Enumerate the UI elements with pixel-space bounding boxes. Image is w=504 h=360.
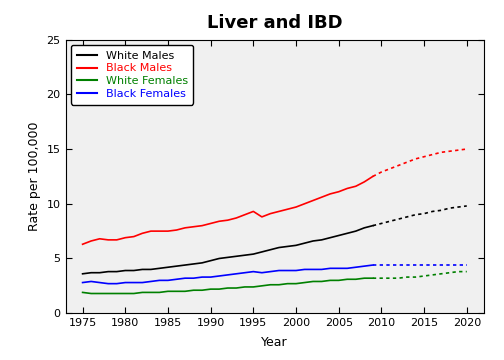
Title: Liver and IBD: Liver and IBD bbox=[207, 14, 343, 32]
X-axis label: Year: Year bbox=[262, 336, 288, 350]
Y-axis label: Rate per 100,000: Rate per 100,000 bbox=[28, 122, 41, 231]
Legend: White Males, Black Males, White Females, Black Females: White Males, Black Males, White Females,… bbox=[71, 45, 193, 105]
